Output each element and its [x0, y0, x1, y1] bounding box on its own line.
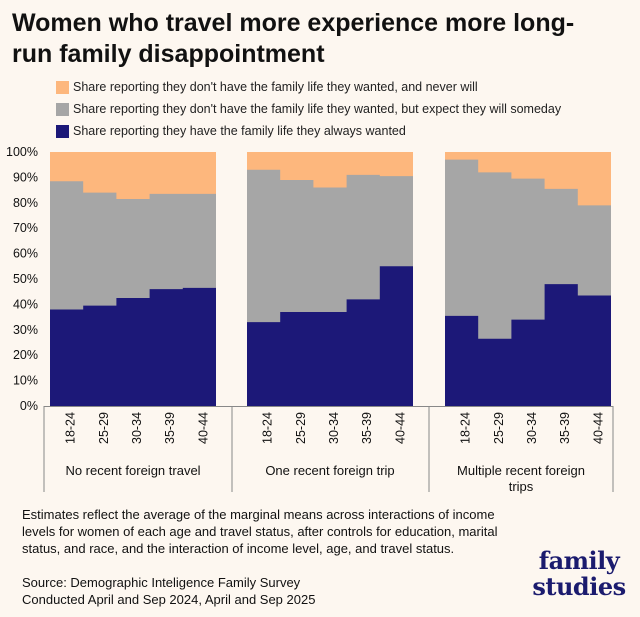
area-have-panel-1 [50, 287, 216, 406]
x-tick-label: 30-34 [130, 412, 144, 444]
x-tick-label: 40-44 [591, 412, 605, 444]
panel-label-2: One recent foreign trip [265, 463, 394, 478]
x-tick-label: 18-24 [261, 412, 275, 444]
x-tick-label: 25-29 [97, 412, 111, 444]
legend-label-have: Share reporting they have the family lif… [73, 124, 406, 138]
x-tick-label: 35-39 [360, 412, 374, 444]
source-note: Source: Demographic Inteligence Family S… [22, 574, 315, 608]
y-tick-label: 80% [13, 196, 38, 210]
area-have-panel-3 [445, 284, 611, 406]
x-tick-label: 35-39 [163, 412, 177, 444]
area-never-panel-2 [247, 152, 413, 188]
legend-item-have: Share reporting they have the family lif… [56, 123, 406, 139]
legend-item-never: Share reporting they don't have the fami… [56, 79, 478, 95]
legend-label-never: Share reporting they don't have the fami… [73, 80, 478, 94]
family-studies-logo: family studies [524, 548, 634, 600]
x-tick-label: 18-24 [64, 412, 78, 444]
logo-line-1: family [538, 546, 620, 575]
y-tick-label: 60% [13, 247, 38, 261]
area-someday-panel-3 [445, 159, 611, 339]
panel-gap [413, 152, 445, 406]
y-tick-label: 50% [13, 272, 38, 286]
y-tick-label: 0% [20, 399, 38, 413]
panel-label-3: trips [509, 479, 534, 494]
panel-gap [216, 152, 247, 406]
x-tick-label: 25-29 [294, 412, 308, 444]
y-tick-label: 40% [13, 297, 38, 311]
area-never-panel-1 [50, 152, 216, 199]
x-tick-label: 30-34 [525, 412, 539, 444]
y-tick-label: 100% [6, 145, 38, 159]
area-never-panel-3 [445, 152, 611, 206]
x-tick-label: 25-29 [492, 412, 506, 444]
x-tick-label: 40-44 [393, 412, 407, 444]
panel-label-1: No recent foreign travel [65, 463, 200, 478]
legend-label-someday: Share reporting they don't have the fami… [73, 102, 562, 116]
legend-swatch-never [56, 80, 69, 94]
stacked-area-chart: 0% 10% 20% 30% 40% 50% 60% 70% 80% 90% 100% 18-24 25… [6, 145, 614, 494]
legend-swatch-someday [56, 102, 69, 116]
x-tick-label: 18-24 [459, 412, 473, 444]
legend-item-someday: Share reporting they don't have the fami… [56, 101, 561, 117]
y-tick-label: 30% [13, 323, 38, 337]
methodology-note: Estimates reflect the average of the mar… [22, 507, 498, 556]
logo-line-2: studies [532, 572, 626, 601]
area-have-panel-2 [247, 266, 413, 406]
y-tick-label: 70% [13, 221, 38, 235]
x-tick-label: 40-44 [196, 412, 210, 444]
panel-label-3: Multiple recent foreign [457, 463, 585, 478]
area-someday-panel-1 [50, 181, 216, 310]
y-tick-label: 10% [13, 374, 38, 388]
x-tick-label: 30-34 [327, 412, 341, 444]
chart-title: Women who travel more experience more lo… [12, 9, 575, 68]
y-tick-label: 20% [13, 348, 38, 362]
source-line-1: Source: Demographic Inteligence Family S… [22, 575, 301, 590]
source-line-2: Conducted April and Sep 2024, April and … [22, 592, 316, 607]
y-tick-label: 90% [13, 170, 38, 184]
area-someday-panel-2 [247, 169, 413, 323]
x-tick-label: 35-39 [558, 412, 572, 444]
legend-swatch-have [56, 124, 69, 138]
